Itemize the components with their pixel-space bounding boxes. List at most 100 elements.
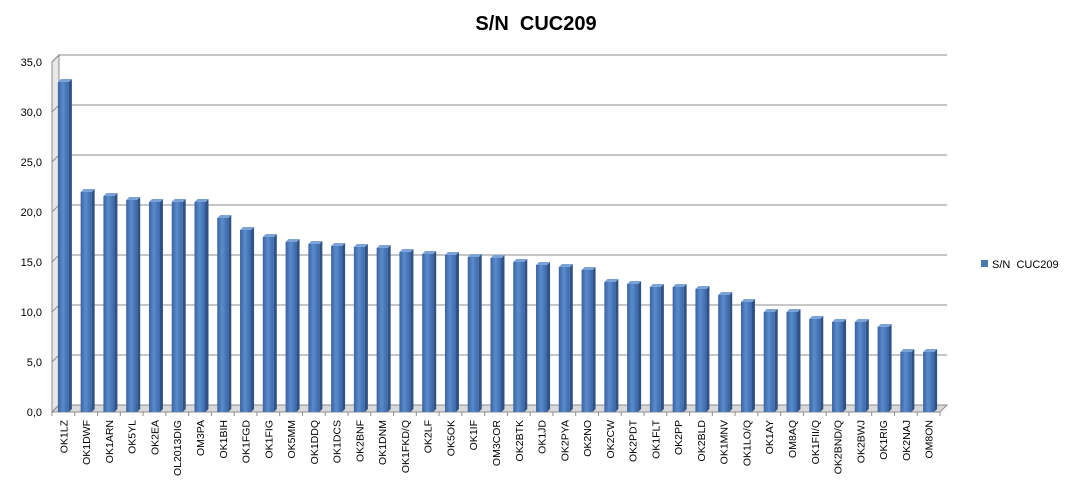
bar-front [217, 218, 229, 412]
bar-side [638, 281, 642, 412]
bar-side [501, 255, 505, 412]
bar-side [797, 309, 801, 412]
bar-front [786, 312, 798, 412]
bar-side [251, 227, 255, 412]
bar-top [809, 316, 824, 319]
bar-side [820, 316, 824, 412]
bar-top [877, 324, 892, 327]
bar [80, 189, 95, 412]
bar-top [604, 279, 619, 282]
bar-front [877, 327, 889, 412]
bar [900, 349, 915, 412]
bar-top [103, 193, 118, 196]
bar-side [706, 286, 710, 412]
bar [376, 245, 391, 412]
x-tick-label: OK2PDT [628, 419, 640, 462]
bar [627, 281, 642, 412]
y-tick-label: 35,0 [21, 57, 42, 69]
x-tick-label: OK2PP [673, 420, 685, 455]
x-tick-label: OK2BND/Q [833, 420, 845, 474]
bar-top [513, 259, 528, 262]
bar-top [399, 249, 414, 252]
bar-top [786, 309, 801, 312]
bar-top [467, 254, 482, 257]
bar-side [478, 254, 482, 412]
bar-front [376, 248, 388, 412]
legend: S/N CUC209 [981, 259, 1059, 271]
bar-side [569, 264, 573, 412]
bar-front [240, 230, 252, 412]
bar-top [57, 79, 72, 82]
bar-front [331, 246, 343, 412]
y-tick-label: 20,0 [21, 207, 42, 219]
bar [308, 241, 323, 412]
bar-front [148, 202, 160, 412]
bar [103, 193, 118, 412]
bar-front [740, 302, 752, 412]
bar [786, 309, 801, 412]
x-tick-label: OK1IF [468, 420, 480, 450]
x-tick-label: OK1DCS [332, 420, 344, 463]
bar [536, 262, 551, 412]
bar-front [627, 284, 639, 412]
bar [809, 316, 824, 412]
bar-side [159, 199, 163, 412]
bar-top [672, 284, 687, 287]
bar-side [137, 197, 141, 412]
bar-side [455, 252, 459, 412]
x-tick-label: OM8ON [924, 420, 936, 459]
bar-front [126, 200, 138, 412]
x-tick-label: OK1DDQ [309, 420, 321, 464]
x-tick-label: OK5OK [445, 420, 457, 456]
bar-top [353, 244, 368, 247]
x-tick-label: OK2BTK [514, 420, 526, 461]
y-tick-label: 25,0 [21, 157, 42, 169]
bar-top [763, 309, 778, 312]
bar-front [490, 258, 502, 412]
bar [763, 309, 778, 412]
bar [148, 199, 163, 412]
x-tick-label: OM3PA [195, 420, 207, 456]
bar [854, 319, 869, 412]
x-tick-label: OK1LZ [58, 419, 70, 453]
bar-front [444, 255, 456, 412]
x-tick-label: OK2LF [423, 420, 435, 453]
bar-front [809, 319, 821, 412]
bar-top [444, 252, 459, 255]
x-tick-label: OK1DNM [377, 420, 389, 465]
bar-side [319, 241, 323, 412]
bar-top [331, 243, 346, 246]
bar-front [854, 322, 866, 412]
bar-side [364, 244, 368, 412]
x-tick-label: OL2013DIG [172, 420, 184, 476]
x-tick-label: OK1FGD [241, 420, 253, 464]
bar [399, 249, 414, 412]
bar-front [536, 265, 548, 412]
bar [353, 244, 368, 412]
bar-side [228, 215, 232, 412]
bar-front [558, 267, 570, 412]
bar-side [182, 199, 186, 412]
bar-side [410, 249, 414, 412]
bar-side [934, 349, 938, 412]
bar [490, 255, 505, 412]
bar-side [660, 284, 664, 412]
bar-top [285, 239, 300, 242]
bar-front [103, 196, 115, 412]
bar-front [513, 262, 525, 412]
x-tick-label: OK1MNV [719, 420, 731, 464]
bar-front [285, 242, 297, 412]
bar-side [68, 79, 72, 412]
bar [604, 279, 619, 412]
bar-side [433, 251, 437, 412]
bar [832, 319, 847, 412]
bar [740, 299, 755, 412]
bar-top [740, 299, 755, 302]
y-tick-label: 15,0 [21, 257, 42, 269]
bar [444, 252, 459, 412]
bar [558, 264, 573, 412]
bar [923, 349, 938, 412]
bar-side [751, 299, 755, 412]
